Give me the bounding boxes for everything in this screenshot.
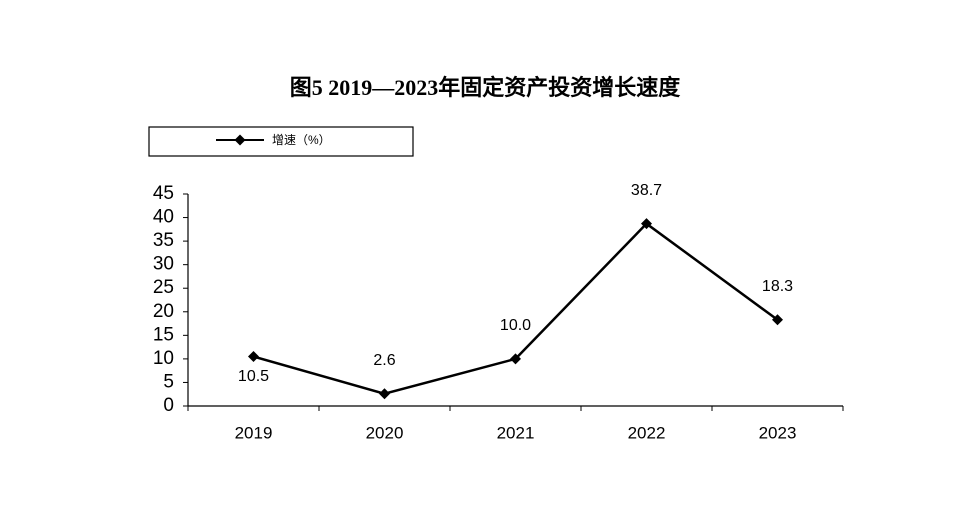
- y-tick-label: 40: [153, 207, 174, 228]
- data-label: 18.3: [762, 278, 793, 295]
- data-label: 10.5: [238, 368, 269, 385]
- point: [641, 218, 652, 230]
- x-tick-label: 2019: [235, 423, 273, 442]
- y-tick-label: 35: [153, 230, 174, 251]
- data-label: 2.6: [373, 352, 395, 369]
- data-label: 38.7: [631, 182, 662, 199]
- line: [253, 222, 779, 396]
- x-tick-label: 2020: [366, 423, 404, 442]
- point: [772, 314, 783, 326]
- x-tick-label: 2021: [497, 423, 535, 442]
- legend-label: 增速（%）: [272, 133, 331, 147]
- point: [510, 353, 521, 365]
- y-tick-label: 20: [153, 301, 174, 322]
- y-tick-label: 0: [163, 395, 174, 416]
- y-tick-label: 45: [153, 183, 174, 204]
- chart-title: 图5 2019—2023年固定资产投资增长速度: [290, 75, 682, 100]
- point: [248, 351, 259, 363]
- data-label: 10.0: [500, 317, 531, 334]
- x-tick-label: 2023: [759, 423, 797, 442]
- x-tick-label: 2022: [628, 423, 666, 442]
- legend-box: [148, 126, 414, 157]
- y-tick-label: 10: [153, 348, 174, 369]
- y-tick-label: 15: [153, 324, 174, 345]
- point: [379, 388, 390, 400]
- y-tick-label: 25: [153, 277, 174, 298]
- legend-marker: [234, 134, 246, 146]
- y-tick-label: 5: [163, 371, 174, 392]
- y-tick-label: 30: [153, 254, 174, 275]
